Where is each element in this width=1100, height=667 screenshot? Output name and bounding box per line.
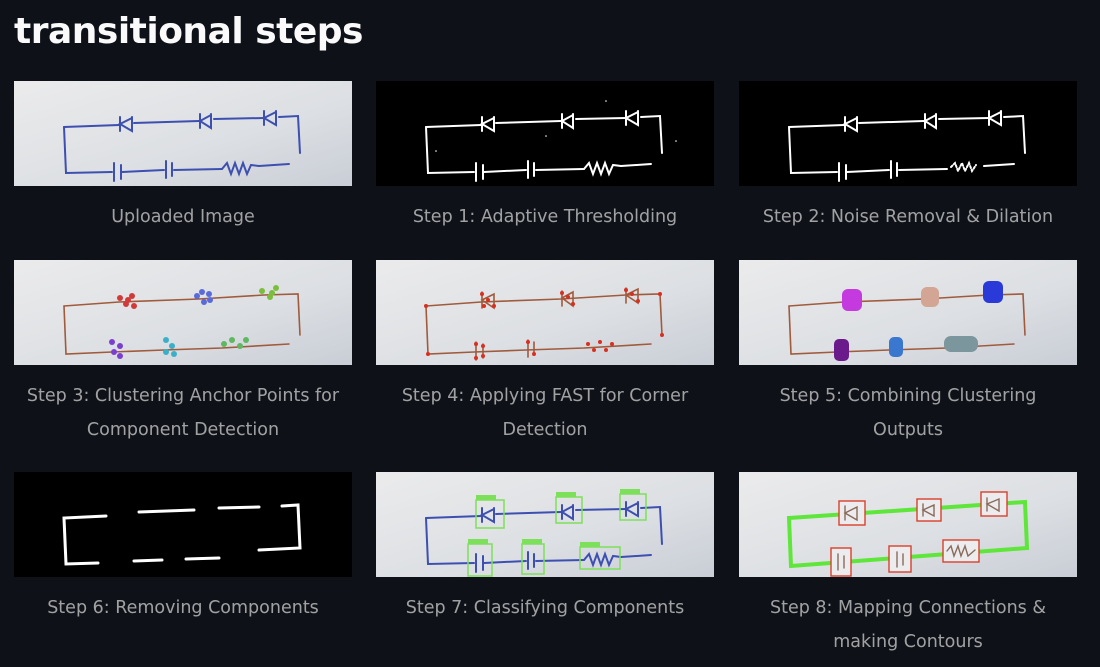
step-caption: Step 8: Mapping Connections & making Con…: [769, 598, 1046, 652]
dilated-image: [739, 81, 1077, 186]
step-card-uploaded: Uploaded Image: [14, 81, 352, 234]
step-card-3: Step 3: Clustering Anchor Points for Com…: [14, 260, 352, 447]
circuit-binary: [376, 81, 714, 186]
step-card-7: Step 7: Classifying Components: [376, 472, 714, 625]
step-card-6: Step 6: Removing Components: [14, 472, 352, 625]
page-title: transitional steps: [14, 11, 363, 52]
classified-components-image: [376, 472, 714, 577]
step-caption: Step 3: Clustering Anchor Points for Com…: [26, 386, 340, 440]
step-caption: Uploaded Image: [111, 207, 255, 227]
contours-image: [739, 472, 1077, 577]
clustering-image: [14, 260, 352, 365]
circuit-binary-clean: [739, 81, 1077, 186]
wires-only-image: [14, 472, 352, 577]
circuit-photo-contours: [739, 472, 1077, 577]
step-card-4: Step 4: Applying FAST for Corner Detecti…: [376, 260, 714, 447]
step-caption: Step 6: Removing Components: [47, 598, 319, 618]
step-caption: Step 1: Adaptive Thresholding: [412, 207, 678, 227]
step-caption: Step 5: Combining Clustering Outputs: [779, 386, 1037, 440]
circuit-photo-corners: [376, 260, 714, 365]
step-caption: Step 2: Noise Removal & Dilation: [762, 207, 1054, 227]
step-card-8: Step 8: Mapping Connections & making Con…: [739, 472, 1077, 659]
step-card-2: Step 2: Noise Removal & Dilation: [739, 81, 1077, 234]
fast-corners-image: [376, 260, 714, 365]
circuit-photo-blobs: [739, 260, 1077, 365]
combined-clusters-image: [739, 260, 1077, 365]
step-card-1: Step 1: Adaptive Thresholding: [376, 81, 714, 234]
circuit-photo-blue: [14, 81, 352, 186]
circuit-wires-binary: [14, 472, 352, 577]
step-card-5: Step 5: Combining Clustering Outputs: [739, 260, 1077, 447]
thresholded-image: [376, 81, 714, 186]
uploaded-image: [14, 81, 352, 186]
step-caption: Step 7: Classifying Components: [405, 598, 685, 618]
circuit-photo-boxes: [376, 472, 714, 577]
step-caption: Step 4: Applying FAST for Corner Detecti…: [401, 386, 689, 440]
circuit-photo-clusters: [14, 260, 352, 365]
